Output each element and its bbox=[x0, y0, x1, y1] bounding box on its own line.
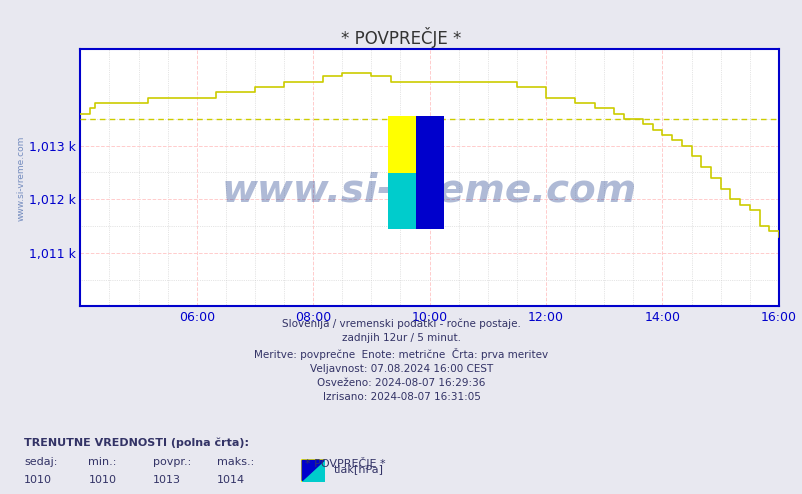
Text: 1014: 1014 bbox=[217, 475, 245, 485]
Text: www.si-vreme.com: www.si-vreme.com bbox=[221, 172, 637, 209]
Polygon shape bbox=[302, 460, 324, 481]
Bar bbox=[387, 173, 415, 229]
Bar bbox=[415, 116, 443, 229]
Text: tlak[hPa]: tlak[hPa] bbox=[333, 464, 383, 474]
Text: 1013: 1013 bbox=[152, 475, 180, 485]
Bar bbox=[387, 116, 415, 173]
Text: www.si-vreme.com: www.si-vreme.com bbox=[16, 135, 26, 220]
Text: sedaj:: sedaj: bbox=[24, 457, 58, 467]
Text: povpr.:: povpr.: bbox=[152, 457, 191, 467]
Text: 1010: 1010 bbox=[24, 475, 52, 485]
Text: TRENUTNE VREDNOSTI (polna črta):: TRENUTNE VREDNOSTI (polna črta): bbox=[24, 437, 249, 448]
Text: Slovenija / vremenski podatki - ročne postaje.
zadnjih 12ur / 5 minut.
Meritve: : Slovenija / vremenski podatki - ročne po… bbox=[254, 319, 548, 402]
Text: * POVPREČJE *: * POVPREČJE * bbox=[341, 27, 461, 48]
Text: * POVPREČJE *: * POVPREČJE * bbox=[305, 457, 385, 469]
Text: 1010: 1010 bbox=[88, 475, 116, 485]
Polygon shape bbox=[302, 460, 324, 481]
Text: min.:: min.: bbox=[88, 457, 116, 467]
Text: maks.:: maks.: bbox=[217, 457, 253, 467]
